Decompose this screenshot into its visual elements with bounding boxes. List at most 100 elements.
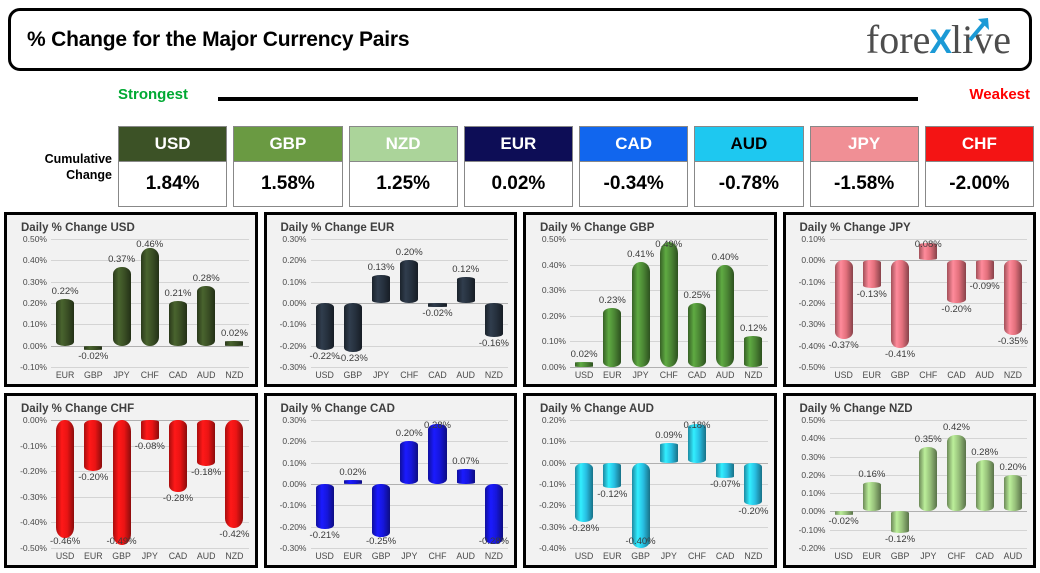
bar-usd: [834, 511, 853, 516]
x-tick-label: USD: [574, 551, 594, 561]
bar-slot: 0.40%: [711, 239, 739, 384]
currency-code-chf: CHF: [924, 126, 1034, 161]
cumulative-cell-nzd: NZD 1.25%: [348, 126, 458, 207]
bar-aud: [197, 285, 216, 346]
currency-code-eur: EUR: [463, 126, 573, 161]
bar-chf: [947, 434, 966, 512]
cumulative-change-cells: USD 1.84% GBP 1.58% NZD 1.25% EUR 0.02% CAD -0.34…: [118, 126, 1034, 207]
gridline: [829, 303, 1027, 304]
data-label: 0.02%: [220, 328, 248, 340]
x-tick-label: NZD: [1003, 370, 1022, 380]
data-label: -0.40%: [625, 536, 656, 547]
plot-area: 0.22% -0.02% 0.37% 0.46% 0.21% 0.28% 0.02%: [51, 239, 249, 384]
data-label: 0.46%: [136, 239, 164, 250]
bar-gbp: [891, 511, 910, 534]
chart-panel-nzd: Daily % Change NZD -0.20% -0.10% 0.00% 0.10%…: [782, 393, 1036, 568]
data-label: 0.37%: [108, 253, 136, 265]
plot-region: -0.40% -0.30% -0.20% -0.10% 0.00% 0.10% 0.20% -…: [526, 415, 770, 565]
x-tick-label: GBP: [84, 370, 103, 380]
y-tick-label: 0.10%: [541, 436, 566, 447]
y-tick-label: -0.10%: [279, 319, 307, 330]
y-tick-label: 0.10%: [801, 488, 826, 499]
bar-nzd: [484, 484, 503, 544]
bar-chf: [659, 241, 678, 367]
bar-jpy: [140, 420, 159, 441]
data-label: -0.20%: [78, 472, 109, 484]
data-label: -0.09%: [969, 280, 1000, 292]
data-label: 0.20%: [395, 247, 423, 259]
y-tick-label: -0.40%: [798, 340, 826, 351]
bar-slot: 0.16%: [858, 420, 886, 565]
cumulative-value-cad: -0.34%: [579, 161, 689, 207]
y-tick-label: -0.40%: [539, 543, 566, 553]
bar-eur: [603, 308, 622, 367]
y-tick-label: 0.00%: [22, 415, 47, 425]
plot-region: -0.10% 0.00% 0.10% 0.20% 0.30% 0.40% 0.50% 0.22…: [7, 234, 251, 384]
y-axis: -0.50% -0.40% -0.30% -0.20% -0.10% 0.00%: [9, 415, 49, 565]
gridline: [51, 367, 249, 368]
bar-slot: 0.12%: [739, 239, 767, 384]
bar-cad: [168, 420, 187, 492]
weakest-label: Weakest: [969, 86, 1030, 103]
x-tick-label: JPY: [660, 551, 677, 561]
gridline: [829, 438, 1027, 440]
bar-slot: -0.35%: [998, 239, 1028, 384]
bar-nzd: [744, 462, 763, 506]
bar-chf: [428, 424, 447, 484]
cumulative-value-gbp: 1.58%: [233, 161, 343, 207]
gridline: [570, 420, 768, 421]
gridline: [829, 367, 1027, 368]
y-tick-label: -0.30%: [798, 319, 826, 330]
currency-code-cad: CAD: [579, 126, 689, 161]
zero-line: [51, 345, 249, 347]
data-label: -0.42%: [219, 528, 250, 540]
x-tick-label: AUD: [196, 370, 216, 380]
data-label: 0.40%: [711, 251, 739, 263]
bar-slot: -0.21%: [310, 420, 340, 565]
bar-slot: 0.35%: [914, 420, 942, 565]
x-tick-label: AUD: [1003, 551, 1023, 561]
y-tick-label: 0.20%: [541, 310, 566, 321]
bar-gbp: [343, 303, 362, 353]
data-label: -0.22%: [309, 350, 340, 362]
gridline: [310, 420, 508, 421]
bar-eur: [862, 260, 881, 289]
bar-slot: 0.20%: [395, 239, 423, 384]
y-tick-label: 0.30%: [541, 285, 566, 296]
gridline: [310, 526, 508, 528]
bar-nzd: [484, 303, 503, 338]
x-tick-label: CAD: [947, 370, 966, 380]
data-label: 0.28%: [192, 272, 220, 284]
x-tick-label: AUD: [456, 551, 475, 561]
x-tick-label: CAD: [168, 551, 188, 561]
bar-series: -0.22% -0.23% 0.13% 0.20% -0.02% 0.12% -0.16%: [309, 239, 509, 384]
zero-line: [310, 484, 508, 485]
bar-cad: [428, 303, 447, 308]
plot-region: -0.20% -0.10% 0.00% 0.10% 0.20% 0.30% 0.40% 0.5…: [786, 415, 1030, 565]
x-tick-label: NZD: [484, 370, 503, 380]
x-axis: USD GBP JPY CHF CAD AUD NZD: [311, 366, 509, 384]
y-tick-label: 0.00%: [541, 362, 566, 372]
cumulative-change-row: Cumulative Change USD 1.84% GBP 1.58% NZD 1.2…: [0, 126, 1040, 208]
data-label: -0.02%: [828, 516, 859, 528]
bar-gbp: [112, 420, 131, 546]
cumulative-cell-usd: USD 1.84%: [118, 126, 228, 207]
x-tick-label: CHF: [947, 551, 966, 561]
bar-cad: [975, 460, 994, 512]
data-label: 0.08%: [914, 239, 942, 250]
y-tick-label: 0.20%: [282, 436, 307, 447]
bar-slot: -0.16%: [479, 239, 509, 384]
chart-panel-jpy: Daily % Change JPY -0.50% -0.40% -0.30% -0.2…: [782, 212, 1036, 387]
y-tick-label: -0.10%: [798, 524, 826, 535]
bar-slot: -0.28%: [569, 420, 599, 565]
x-tick-label: EUR: [603, 551, 622, 561]
x-tick-label: CHF: [400, 370, 419, 380]
gridline: [310, 239, 508, 240]
y-tick-label: -0.20%: [798, 543, 826, 553]
x-tick-label: AUD: [975, 370, 994, 380]
bar-slot: 0.28%: [971, 420, 999, 565]
bar-usd: [834, 260, 853, 340]
chart-title: Daily % Change AUD: [540, 403, 654, 415]
data-label: -0.07%: [710, 478, 741, 490]
chart-title: Daily % Change CAD: [280, 403, 395, 415]
